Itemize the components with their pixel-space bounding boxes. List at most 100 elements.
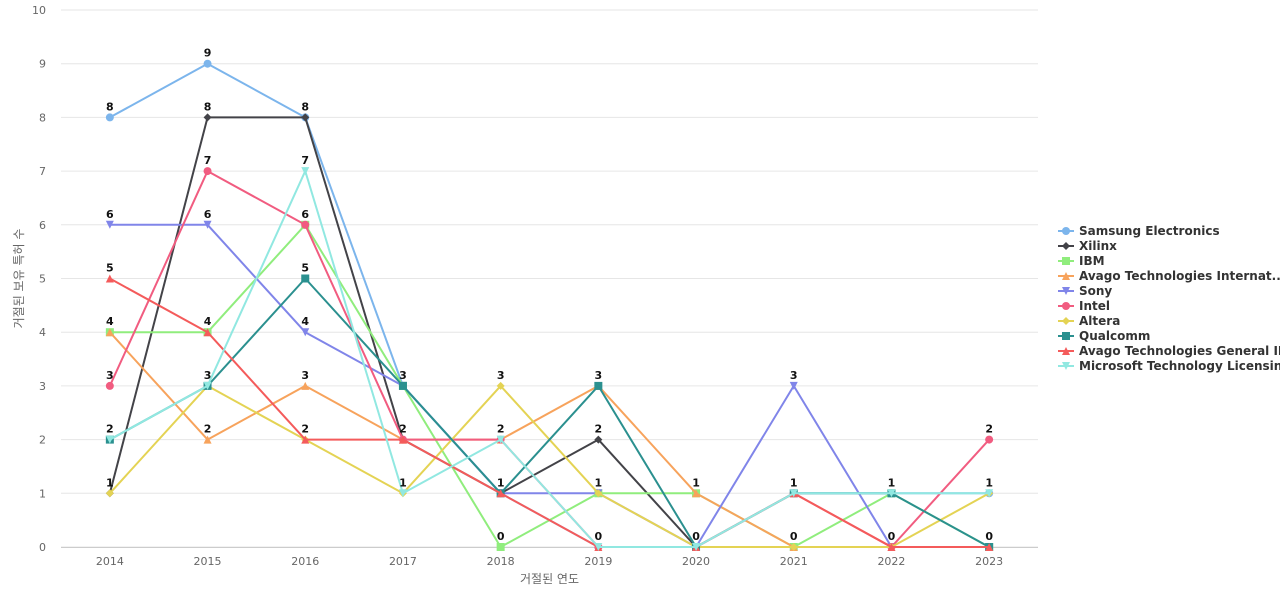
- series-samsung-electronics: [105, 59, 994, 551]
- data-label: 6: [204, 208, 212, 221]
- data-point: [496, 489, 505, 498]
- data-point: [105, 113, 114, 122]
- data-label: 8: [301, 100, 309, 113]
- legend-item[interactable]: Intel: [1058, 299, 1110, 313]
- x-tick-label: 2017: [389, 555, 417, 568]
- data-label: 3: [204, 369, 212, 382]
- legend-item[interactable]: Altera: [1058, 314, 1120, 328]
- data-label: 1: [106, 476, 114, 489]
- data-label: 2: [106, 423, 114, 436]
- data-point: [105, 489, 114, 498]
- data-label: 7: [301, 154, 309, 167]
- legend-item[interactable]: Xilinx: [1058, 239, 1117, 253]
- data-label: 6: [301, 208, 309, 221]
- x-tick-label: 2022: [877, 555, 905, 568]
- series-group: [105, 59, 994, 551]
- legend-marker: [1062, 227, 1070, 235]
- legend-item[interactable]: Avago Technologies General IP: [1058, 344, 1280, 358]
- data-label: 8: [106, 100, 114, 113]
- data-label: 3: [399, 369, 407, 382]
- data-point: [398, 435, 407, 444]
- y-tick-label: 8: [39, 111, 46, 124]
- data-point: [203, 220, 212, 229]
- x-tick-label: 2023: [975, 555, 1003, 568]
- data-label: 5: [106, 262, 114, 275]
- data-point: [496, 381, 505, 390]
- legend-marker: [1062, 347, 1070, 355]
- legend-label: Samsung Electronics: [1079, 224, 1220, 238]
- x-tick-label: 2014: [96, 555, 124, 568]
- x-axis-title: 거절된 연도: [520, 572, 579, 586]
- legend-item[interactable]: Sony: [1058, 284, 1112, 298]
- data-label: 2: [204, 423, 212, 436]
- data-label: 2: [985, 423, 993, 436]
- data-point: [789, 489, 798, 498]
- data-label: 3: [497, 369, 505, 382]
- legend-item[interactable]: IBM: [1058, 254, 1105, 268]
- data-point: [887, 489, 896, 498]
- data-point: [203, 113, 212, 122]
- data-point: [789, 381, 798, 390]
- data-point: [301, 435, 310, 444]
- legend-label: IBM: [1079, 254, 1105, 268]
- data-point: [398, 489, 407, 498]
- data-point: [594, 489, 603, 498]
- legend-marker: [1062, 287, 1070, 295]
- legend-label: Qualcomm: [1079, 329, 1150, 343]
- legend-label: Altera: [1079, 314, 1120, 328]
- data-point: [203, 381, 212, 390]
- legend-label: Avago Technologies General IP: [1079, 344, 1280, 358]
- data-labels: 8 6 5 4 3 2 1 9 8 7 6 4 3 2 8 7 6 5 4 3 2 3 2 1 3 2 1 0 3 2 1 0 1 0 3 1 0 1 0 2…: [106, 47, 993, 543]
- series-line: [109, 62, 990, 548]
- data-point: [985, 489, 994, 498]
- data-point: [301, 381, 310, 390]
- data-label: 3: [106, 369, 114, 382]
- legend-label: Intel: [1079, 299, 1110, 313]
- legend-item[interactable]: Microsoft Technology Licensing: [1058, 359, 1280, 373]
- data-point: [105, 328, 114, 337]
- data-label: 4: [204, 315, 212, 328]
- legend-marker: [1062, 317, 1070, 325]
- data-label: 1: [497, 476, 505, 489]
- legend-label: Xilinx: [1079, 239, 1117, 253]
- data-label: 1: [692, 476, 700, 489]
- legend-marker: [1062, 332, 1070, 340]
- x-tick-label: 2019: [584, 555, 612, 568]
- data-label: 6: [106, 208, 114, 221]
- data-point: [203, 59, 212, 68]
- data-label: 0: [692, 530, 700, 543]
- data-point: [105, 435, 114, 444]
- data-label: 0: [497, 530, 505, 543]
- data-label: 5: [301, 262, 309, 275]
- legend-item[interactable]: Avago Technologies Internat...: [1058, 269, 1280, 283]
- y-tick-label: 9: [39, 58, 46, 71]
- data-label: 0: [888, 530, 896, 543]
- grid: [61, 9, 1038, 548]
- data-point: [301, 167, 310, 176]
- legend-item[interactable]: Samsung Electronics: [1058, 224, 1220, 238]
- x-tick-label: 2015: [194, 555, 222, 568]
- data-point: [692, 543, 701, 551]
- y-tick-label: 6: [39, 219, 46, 232]
- data-point: [203, 328, 212, 337]
- data-point: [398, 381, 407, 390]
- legend-label: Avago Technologies Internat...: [1079, 269, 1280, 283]
- legend-marker: [1062, 362, 1070, 370]
- x-axis-ticks: 2014 2015 2016 2017 2018 2019 2020 2021 2022 2023: [96, 555, 1003, 568]
- legend-label: Microsoft Technology Licensing: [1079, 359, 1280, 373]
- data-label: 0: [595, 530, 603, 543]
- data-point: [203, 167, 212, 176]
- y-tick-label: 2: [39, 434, 46, 447]
- data-label: 1: [399, 476, 407, 489]
- data-label: 1: [790, 476, 798, 489]
- series-avago-technologies-general-ip: [105, 274, 994, 551]
- data-label: 8: [204, 100, 212, 113]
- y-tick-label: 10: [32, 4, 46, 17]
- data-label: 0: [985, 530, 993, 543]
- y-axis-title: 거절된 보유 특허 수: [12, 229, 26, 329]
- data-point: [301, 220, 310, 229]
- legend-item[interactable]: Qualcomm: [1058, 329, 1150, 343]
- y-tick-label: 7: [39, 165, 46, 178]
